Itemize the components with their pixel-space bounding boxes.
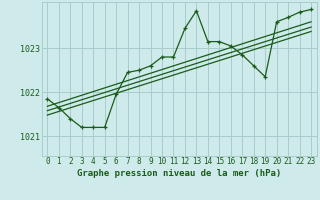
X-axis label: Graphe pression niveau de la mer (hPa): Graphe pression niveau de la mer (hPa) bbox=[77, 169, 281, 178]
